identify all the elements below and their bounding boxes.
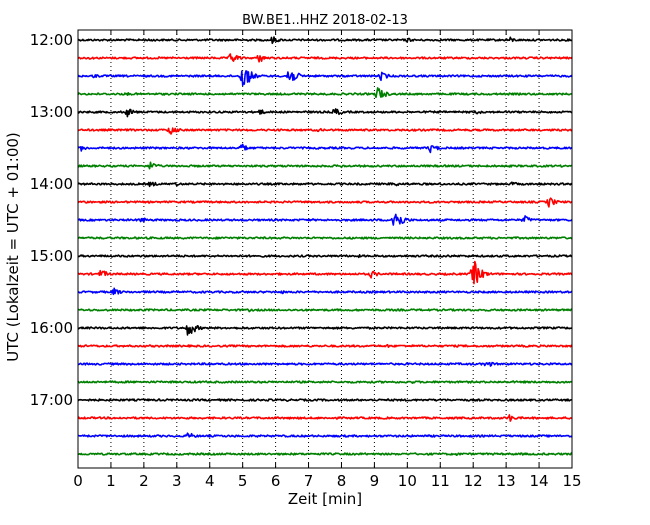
trace-line — [77, 70, 573, 87]
trace-line — [77, 53, 573, 63]
trace-line — [77, 213, 573, 226]
x-tick-label: 5 — [238, 472, 248, 490]
trace-line — [78, 432, 573, 438]
x-tick-label: 9 — [370, 472, 380, 490]
x-tick-label: 15 — [562, 472, 581, 490]
x-tick-label: 2 — [139, 472, 149, 490]
x-tick-label: 8 — [337, 472, 347, 490]
trace-line — [77, 260, 573, 285]
plot-frame — [77, 29, 573, 469]
x-tick-label: 7 — [304, 472, 314, 490]
x-tick-label: 12 — [464, 472, 483, 490]
trace-line — [77, 143, 573, 154]
trace-line — [77, 36, 573, 45]
y-tick-label: 13:00 — [30, 103, 73, 121]
y-axis-label: UTC (Lokalzeit = UTC + 01:00) — [4, 132, 22, 362]
trace-line — [77, 325, 573, 336]
x-axis-label: Zeit [min] — [288, 490, 362, 508]
trace-line — [77, 308, 573, 313]
trace-line — [77, 287, 573, 296]
chart-title: BW.BE1..HHZ 2018-02-13 — [242, 13, 408, 28]
x-axis: 0 1 2 3 4 5 6 7 8 9 10 11 12 13 14 15 — [73, 30, 582, 490]
x-tick-label: 11 — [431, 472, 450, 490]
x-tick-label: 4 — [205, 472, 215, 490]
x-tick-label: 10 — [398, 472, 417, 490]
trace-line — [77, 343, 573, 348]
grid-lines — [110, 30, 540, 468]
x-tick-label: 14 — [530, 472, 549, 490]
trace-line — [77, 380, 573, 384]
y-tick-label: 17:00 — [30, 391, 73, 409]
y-tick-label: 12:00 — [30, 31, 73, 49]
trace-line — [77, 398, 572, 402]
trace-line — [77, 254, 572, 259]
trace-line — [77, 361, 573, 367]
x-tick-label: 6 — [271, 472, 281, 490]
x-tick-label: 13 — [497, 472, 516, 490]
trace-line — [77, 197, 573, 208]
trace-line — [77, 452, 573, 456]
y-axis: 12:00 13:00 14:00 15:00 16:00 17:00 — [30, 31, 572, 409]
trace-line — [77, 127, 573, 135]
y-tick-label: 15:00 — [30, 247, 73, 265]
trace-line — [77, 161, 573, 170]
trace-line — [77, 236, 573, 240]
trace-line — [77, 181, 573, 188]
y-tick-label: 14:00 — [30, 175, 73, 193]
x-tick-label: 0 — [73, 472, 83, 490]
seismic-traces — [77, 36, 573, 456]
x-tick-label: 1 — [106, 472, 116, 490]
y-tick-label: 16:00 — [30, 319, 73, 337]
x-tick-label: 3 — [172, 472, 182, 490]
trace-line — [77, 108, 573, 118]
trace-line — [77, 87, 573, 99]
trace-line — [77, 414, 573, 422]
